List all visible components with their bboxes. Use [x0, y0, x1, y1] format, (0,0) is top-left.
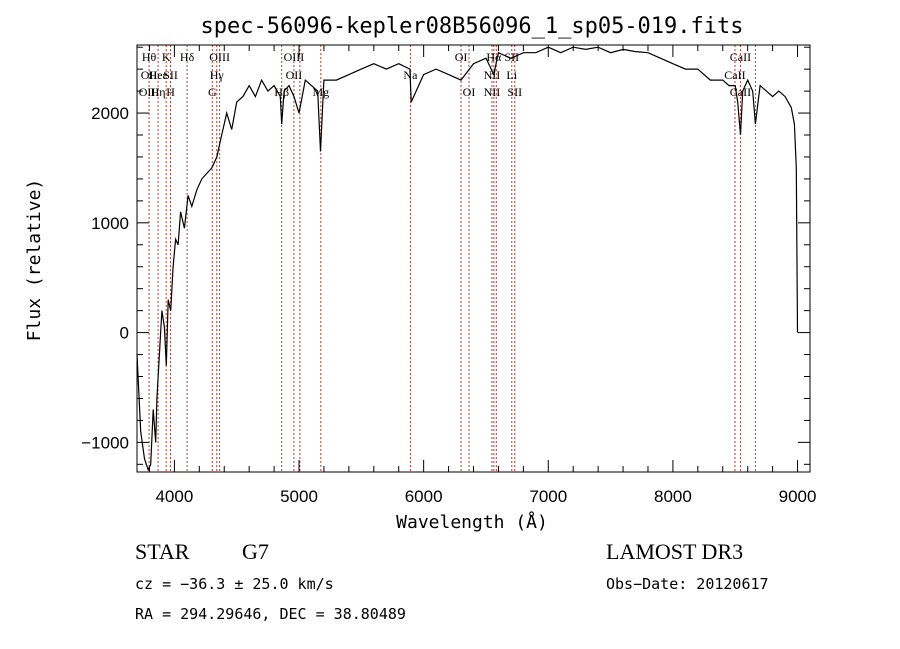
spectral-line-label: Na [403, 68, 418, 82]
object-class: STAR [135, 539, 190, 564]
spectral-line-markers [148, 45, 756, 472]
x-tick-label: 6000 [405, 487, 443, 506]
x-tick-label: 7000 [529, 487, 567, 506]
x-tick-label: 9000 [779, 487, 817, 506]
spectral-line-label: Hγ [210, 68, 225, 82]
x-tick-label: 4000 [155, 487, 193, 506]
x-tick-label: 5000 [280, 487, 318, 506]
x-tick-label: 8000 [654, 487, 692, 506]
spectral-line-label: SII [504, 50, 519, 64]
spectral-line-label: Hβ [274, 85, 289, 99]
y-tick-label: 0 [120, 324, 129, 343]
spectral-line-label: SII [507, 85, 522, 99]
spectral-line-label: OI [455, 50, 468, 64]
spectral-line-label: OIII [209, 50, 230, 64]
spectrum-series-line [136, 46, 799, 472]
spectral-line-label: Hθ [142, 50, 157, 64]
chart-title: spec-56096-kepler08B56096_1_sp05-019.fit… [200, 14, 743, 39]
spectral-line-label: OII [141, 68, 158, 82]
y-tick-label: 2000 [91, 104, 129, 123]
spectral-line-label: Hη [151, 85, 166, 99]
spectral-line-label: CaII [724, 68, 745, 82]
spectral-line-label: NII [484, 68, 501, 82]
y-tick-label: −1000 [81, 433, 129, 452]
observation-date: Obs−Date: 20120617 [606, 575, 769, 593]
survey-name: LAMOST DR3 [606, 539, 743, 564]
spectral-line-label: OI [463, 85, 476, 99]
spectral-line-label: Heε [149, 68, 168, 82]
spectral-line-label: OII [286, 68, 303, 82]
spectral-line-label: OIII [139, 85, 160, 99]
spectral-line-label: OIII [284, 50, 305, 64]
spectral-line-label: CaII [730, 50, 751, 64]
spectral-line-label: Mg [312, 85, 329, 99]
y-tick-label: 1000 [91, 214, 129, 233]
spectral-line-label: Hδ [180, 50, 195, 64]
plot-frame [136, 44, 811, 473]
spectral-line-label: Li [506, 68, 517, 82]
redshift-readout: cz = −36.3 ± 25.0 km/s [135, 575, 334, 593]
y-axis-ticks: −1000 0 1000 2000 [81, 46, 810, 465]
spectral-line-label: SII [163, 68, 178, 82]
object-subclass: G7 [242, 539, 269, 564]
spectral-line-label: H [166, 85, 175, 99]
y-axis-label: Flux (relative) [24, 179, 45, 342]
spectral-line-label: K [162, 50, 171, 64]
spectral-line-labels: Hθ OII OIII Heε Hη K SII H Hδ G Hγ OIII Hβ OIII OII Mg N… [139, 50, 751, 99]
x-axis-label: Wavelength (Å) [396, 511, 548, 533]
coordinates-readout: RA = 294.29646, DEC = 38.80489 [135, 605, 406, 623]
spectral-line-label: NII [484, 85, 501, 99]
spectral-line-label: G [208, 85, 217, 99]
spectral-line-label: CaII [730, 85, 751, 99]
x-axis-ticks: 4000 5000 6000 7000 8000 9000 [148, 45, 817, 506]
spectral-line-label: Hα [486, 50, 502, 64]
